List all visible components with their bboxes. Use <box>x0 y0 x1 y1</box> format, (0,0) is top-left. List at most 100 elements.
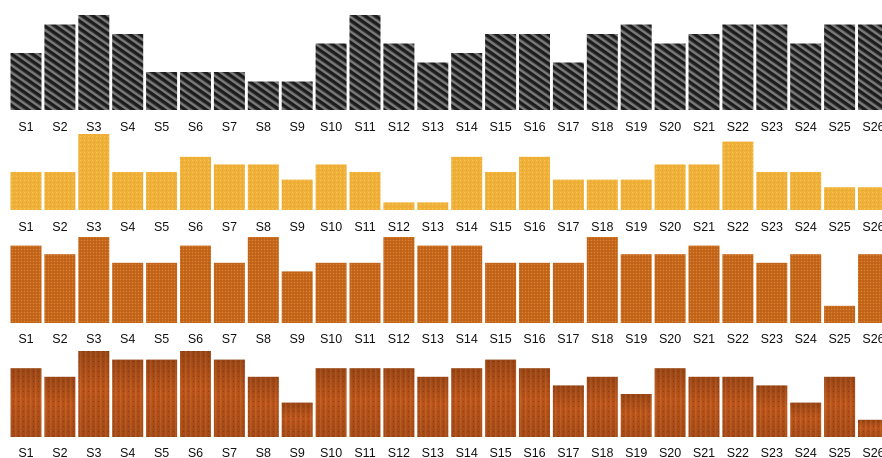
tick-label-3-s2: S2 <box>52 332 67 346</box>
bar-3-s15 <box>485 262 517 323</box>
bar-3-s19 <box>620 254 652 323</box>
bar-1-s1 <box>10 53 42 110</box>
tick-label-3-s21: S21 <box>693 332 715 346</box>
tick-label-2-s9: S9 <box>290 220 305 234</box>
bar-shade-4-s15 <box>485 359 517 437</box>
bar-1-s6 <box>180 72 211 110</box>
tick-label-1-s16: S16 <box>523 120 545 134</box>
bar-1-s8 <box>247 81 279 110</box>
tick-label-4-s9: S9 <box>290 446 305 458</box>
bar-2-s3 <box>78 134 110 210</box>
tick-label-3-s15: S15 <box>489 332 511 346</box>
tick-label-1-s18: S18 <box>591 120 613 134</box>
bar-1-s3 <box>78 15 110 110</box>
tick-label-1-s19: S19 <box>625 120 647 134</box>
tick-label-4-s11: S11 <box>354 446 375 458</box>
bar-1-s15 <box>485 34 517 110</box>
tick-label-4-s25: S25 <box>828 446 850 458</box>
tick-label-2-s5: S5 <box>154 220 169 234</box>
bar-2-s8 <box>247 164 279 210</box>
bar-2-s22 <box>722 141 754 210</box>
bar-2-s23 <box>756 172 788 210</box>
tick-label-3-s11: S11 <box>354 332 375 346</box>
bar-1-s5 <box>146 72 178 110</box>
bar-shade-4-s18 <box>586 376 618 437</box>
bar-2-s21 <box>688 164 720 210</box>
bar-3-s11 <box>349 262 381 323</box>
bar-3-s16 <box>519 262 550 323</box>
chart-panel-2: S1 S2 S3 S4 S5 S6 S7 S8 S9 S10 S11 S12 S13 S14 S15 S16 S… <box>10 134 882 234</box>
tick-label-4-s17: S17 <box>557 446 579 458</box>
tick-label-1-s20: S20 <box>659 120 681 134</box>
tick-label-1-s21: S21 <box>693 120 715 134</box>
bar-2-s12 <box>383 202 415 210</box>
tick-label-2-s22: S22 <box>727 220 749 234</box>
bar-shade-4-s12 <box>383 368 415 437</box>
tick-label-2-s17: S17 <box>557 220 579 234</box>
tick-label-2-s13: S13 <box>422 220 444 234</box>
tick-label-4-s26: S26 <box>862 446 882 458</box>
tick-label-1-s12: S12 <box>388 120 410 134</box>
bar-shade-4-s24 <box>790 402 822 437</box>
bar-shade-4-s19 <box>620 394 652 437</box>
bar-2-s20 <box>654 164 686 210</box>
bar-1-s26 <box>858 24 882 110</box>
tick-label-2-s11: S11 <box>354 220 375 234</box>
tick-label-3-s14: S14 <box>456 332 478 346</box>
tick-label-1-s6: S6 <box>188 120 203 134</box>
bar-1-s20 <box>654 43 686 110</box>
tick-label-4-s4: S4 <box>120 446 135 458</box>
bar-shade-4-s23 <box>756 385 788 437</box>
tick-label-3-s6: S6 <box>188 332 203 346</box>
bar-1-s9 <box>281 81 313 110</box>
chart-panel-3: S1 S2 S3 S4 S5 S6 S7 S8 S9 S10 S11 S12 S13 S14 S15 S16 S… <box>10 237 882 346</box>
tick-label-3-s4: S4 <box>120 332 135 346</box>
bar-shade-4-s7 <box>213 359 245 437</box>
bar-shade-4-s4 <box>112 359 144 437</box>
bar-3-s5 <box>146 262 178 323</box>
bar-2-s24 <box>790 172 822 210</box>
bar-2-s2 <box>44 172 76 210</box>
tick-label-1-s25: S25 <box>828 120 850 134</box>
tick-label-1-s15: S15 <box>489 120 511 134</box>
bar-2-s4 <box>112 172 144 210</box>
bar-2-s13 <box>417 202 449 210</box>
bar-shade-4-s16 <box>519 368 550 437</box>
tick-label-2-s26: S26 <box>862 220 882 234</box>
bar-shade-4-s6 <box>180 351 211 437</box>
bar-3-s13 <box>417 245 449 323</box>
tick-label-2-s7: S7 <box>222 220 237 234</box>
bar-1-s22 <box>722 24 754 110</box>
bar-1-s7 <box>213 72 245 110</box>
tick-label-4-s1: S1 <box>18 446 33 458</box>
bar-2-s25 <box>824 187 856 210</box>
tick-label-3-s18: S18 <box>591 332 613 346</box>
tick-label-2-s3: S3 <box>86 220 101 234</box>
bar-shade-4-s9 <box>281 402 313 437</box>
tick-label-1-s24: S24 <box>795 120 817 134</box>
bar-shade-4-s17 <box>552 385 584 437</box>
bar-3-s17 <box>552 262 584 323</box>
bar-3-s12 <box>383 237 415 323</box>
bar-2-s19 <box>620 179 652 210</box>
tick-label-1-s7: S7 <box>222 120 237 134</box>
bar-2-s10 <box>315 164 347 210</box>
tick-label-1-s26: S26 <box>862 120 882 134</box>
tick-label-1-s3: S3 <box>86 120 101 134</box>
bar-2-s14 <box>451 156 483 210</box>
tick-label-4-s2: S2 <box>52 446 67 458</box>
tick-label-3-s20: S20 <box>659 332 681 346</box>
bar-shade-4-s11 <box>349 368 381 437</box>
tick-label-3-s12: S12 <box>388 332 410 346</box>
bar-2-s15 <box>485 172 517 210</box>
bar-3-s2 <box>44 254 76 323</box>
tick-label-2-s4: S4 <box>120 220 135 234</box>
bar-2-s5 <box>146 172 178 210</box>
tick-label-1-s13: S13 <box>422 120 444 134</box>
bar-shade-4-s8 <box>247 376 279 437</box>
tick-label-3-s25: S25 <box>828 332 850 346</box>
bar-3-s20 <box>654 254 686 323</box>
tick-label-3-s24: S24 <box>795 332 817 346</box>
